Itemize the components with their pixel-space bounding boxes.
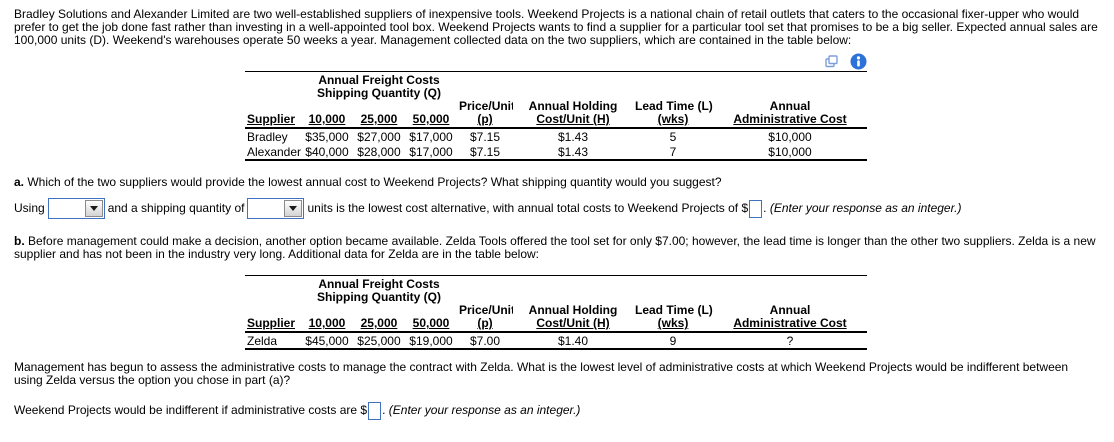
- table-cell: $7.15: [469, 130, 501, 144]
- part-b-question: b. Before management could make a decisi…: [14, 234, 1096, 262]
- table-cell: $7.15: [469, 145, 501, 159]
- answer-text: Weekend Projects would be indifferent if…: [14, 403, 368, 418]
- zelda-table: Annual Freight Costs Shipping Quantity (…: [244, 275, 867, 351]
- table-cell: [245, 276, 301, 305]
- table-cell: Bradley: [246, 130, 288, 144]
- table-cell: $10,000: [768, 145, 812, 159]
- answer-text: units is the lowest cost alternative, wi…: [307, 201, 749, 215]
- header-cell: Annual Holding Cost/Unit (H): [513, 100, 633, 129]
- header-cell: 10,000: [300, 304, 353, 334]
- table-cell: [245, 72, 301, 101]
- table-cell: 7: [669, 145, 677, 159]
- quantity-dropdown-value: [248, 199, 283, 218]
- table-cell: $19,000: [409, 334, 453, 349]
- answer-text: Using: [14, 201, 45, 215]
- table-cell: 9: [669, 334, 677, 349]
- table-cell: $1.43: [557, 130, 589, 144]
- part-a-label: a.: [14, 175, 25, 189]
- table-cell: Zelda: [246, 334, 278, 349]
- closing-question: Management has begun to assess the admin…: [14, 360, 1069, 388]
- header-cell: Supplier: [244, 100, 301, 129]
- banner-line: Shipping Quantity (Q): [317, 86, 441, 100]
- table-cell: $45,000: [305, 334, 349, 349]
- table-cell: $28,000: [357, 145, 401, 159]
- part-a-answer-line: Using and a shipping quantity of units is …: [14, 197, 1098, 220]
- header-cell: 25,000: [352, 100, 405, 129]
- header-cell: Annual Administrative Cost: [713, 100, 867, 129]
- header-cell: Annual Holding Cost/Unit (H): [513, 304, 633, 334]
- supplier-dropdown-value: [49, 199, 84, 218]
- table-header-row: Supplier 10,000 25,000 50,000 Price/Unit…: [244, 100, 867, 129]
- table-cell: $1.40: [557, 334, 589, 349]
- banner-line: Shipping Quantity (Q): [317, 290, 441, 305]
- table-banner: Annual Freight Costs Shipping Quantity (…: [301, 276, 457, 305]
- header-cell: 50,000: [404, 304, 457, 334]
- answer-text: .: [763, 201, 767, 215]
- table-cell: $17,000: [409, 130, 453, 144]
- header-cell: Lead Time (L) (wks): [633, 304, 713, 334]
- table-cell: $40,000: [305, 145, 349, 159]
- table-row: Zelda $45,000 $25,000 $19,000 $7.00 $1.4…: [245, 332, 867, 349]
- table-header-row: Supplier 10,000 25,000 50,000 Price/Unit…: [244, 304, 867, 334]
- part-b-label: b.: [14, 234, 25, 249]
- header-cell: Supplier: [244, 304, 301, 334]
- banner-line: Annual Freight Costs: [318, 277, 440, 292]
- admin-cost-input[interactable]: [368, 402, 382, 421]
- table-cell: $1.43: [557, 145, 589, 159]
- table-row: Annual Freight Costs Shipping Quantity (…: [245, 276, 867, 305]
- table-toolbar: [245, 52, 867, 70]
- table-cell: $27,000: [357, 130, 401, 144]
- header-cell: Price/Unit (p): [457, 100, 513, 129]
- table-cell: Alexander: [246, 145, 301, 159]
- table-cell: $25,000: [357, 334, 401, 349]
- table-cell: $10,000: [768, 130, 812, 144]
- table-cell: $17,000: [409, 145, 453, 159]
- suppliers-table: Annual Freight Costs Shipping Quantity (…: [244, 71, 867, 161]
- quantity-dropdown[interactable]: [247, 198, 305, 220]
- info-icon[interactable]: [850, 53, 867, 70]
- copy-icon[interactable]: [824, 54, 839, 69]
- table-cell: $7.00: [469, 334, 501, 349]
- table-cell: 5: [669, 130, 677, 144]
- table-cell: $35,000: [305, 130, 349, 144]
- answer-note: (Enter your response as an integer.): [769, 201, 962, 215]
- intro-paragraph: Bradley Solutions and Alexander Limited …: [14, 7, 1098, 47]
- part-a-question: a. Which of the two suppliers would prov…: [14, 175, 722, 189]
- total-cost-input[interactable]: [749, 199, 763, 218]
- table-row: Annual Freight Costs Shipping Quantity (…: [245, 72, 867, 101]
- supplier-dropdown[interactable]: [47, 198, 105, 220]
- final-answer-line: Weekend Projects would be indifferent if…: [14, 399, 1098, 421]
- chevron-down-icon: [284, 200, 303, 218]
- answer-note: (Enter your response as an integer.): [388, 403, 581, 418]
- header-cell: Lead Time (L) (wks): [633, 100, 713, 129]
- header-cell: 50,000: [404, 100, 457, 129]
- table-row: Alexander $40,000 $28,000 $17,000 $7.15 …: [245, 144, 867, 160]
- table-banner: Annual Freight Costs Shipping Quantity (…: [301, 72, 457, 101]
- table-row: Bradley $35,000 $27,000 $17,000 $7.15 $1…: [245, 128, 867, 144]
- answer-text: .: [382, 403, 386, 418]
- header-cell: Annual Administrative Cost: [713, 304, 867, 334]
- chevron-down-icon: [84, 200, 103, 218]
- table-cell: ?: [786, 334, 794, 349]
- header-cell: 25,000: [352, 304, 405, 334]
- table-cell: [457, 276, 867, 305]
- header-cell: 10,000: [300, 100, 353, 129]
- answer-text: and a shipping quantity of: [107, 201, 245, 215]
- header-cell: Price/Unit (p): [457, 304, 513, 334]
- table-cell: [457, 72, 867, 101]
- banner-line: Annual Freight Costs: [318, 73, 440, 87]
